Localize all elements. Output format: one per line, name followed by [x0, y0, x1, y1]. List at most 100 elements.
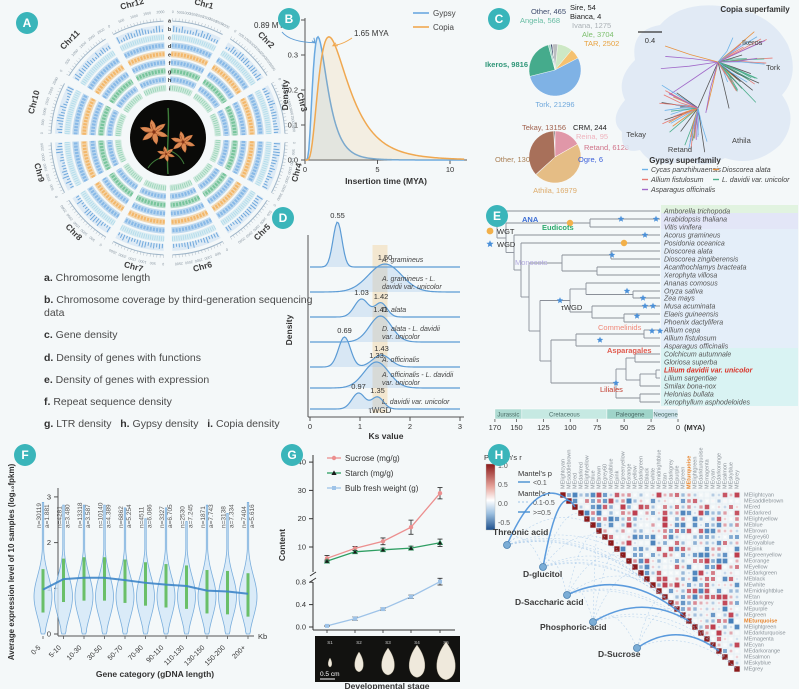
species-label: Xerophyta villosa — [663, 273, 717, 280]
bar — [210, 38, 213, 42]
chr-tick-label: 1500 — [249, 41, 258, 49]
tick — [111, 241, 114, 245]
ring-texture — [220, 190, 256, 226]
tree-trunk — [697, 61, 719, 109]
heatmap-cell — [699, 595, 703, 599]
bar — [246, 64, 250, 68]
heatmap-cell — [586, 506, 588, 508]
tick — [101, 235, 104, 238]
bulb-photo — [354, 651, 364, 673]
density-fill — [305, 36, 465, 160]
heatmap-cell — [704, 558, 710, 564]
tick — [87, 225, 91, 228]
y-axis-label: Content — [277, 529, 287, 561]
heatmap-cell — [717, 535, 721, 539]
lily-stamen — [153, 131, 162, 138]
heatmap-cell — [728, 576, 734, 582]
heatmap-cell — [723, 511, 727, 515]
ring-texture — [124, 218, 165, 233]
heatmap-cell — [705, 541, 709, 545]
heatmap-cell — [704, 528, 710, 534]
heatmap-cell — [591, 517, 595, 521]
bar — [67, 92, 72, 96]
circos-legend: a. Chromosome length b. Chromosome covera… — [44, 272, 316, 440]
module-row-label: MEbrown — [744, 529, 767, 535]
heatmap-cell — [698, 588, 704, 594]
tick — [50, 161, 54, 163]
mantel-solid-link — [636, 634, 720, 652]
bar — [119, 233, 123, 239]
lily-stem — [166, 107, 170, 175]
tick — [50, 113, 54, 115]
heatmap-cell — [699, 607, 703, 611]
panel-d: D 0 1 2 3 Ks value Density τWGD 0.55 A. gramineu… — [230, 195, 475, 441]
heatmap-cell — [717, 547, 721, 551]
ring-texture — [82, 141, 96, 179]
heatmap-cell — [681, 493, 685, 497]
tick — [95, 231, 98, 234]
pie-slice — [547, 44, 556, 71]
track-letter: c — [168, 36, 171, 42]
heatmap-cell — [728, 660, 734, 666]
species-label: Helonias bullata — [664, 392, 714, 399]
chr-tick-label: 2500 — [237, 236, 246, 244]
bar — [262, 185, 268, 189]
heatmap-cell — [716, 630, 722, 636]
panel-c-badge: C — [488, 8, 510, 30]
species-legend-label: L. davidii var. unicolor — [722, 177, 790, 184]
wgt-circle — [486, 227, 494, 235]
median-trend-line — [42, 576, 249, 595]
chr-tick-label: 2000 — [185, 260, 194, 265]
marker — [438, 579, 442, 584]
bar — [84, 206, 88, 210]
heatmap-cell — [651, 493, 655, 497]
heatmap-cell — [704, 594, 710, 600]
ring-texture — [143, 85, 167, 96]
heatmap-cell — [645, 511, 649, 515]
heatmap-cell — [698, 528, 704, 534]
heatmap-cell — [705, 619, 709, 623]
ridge-species: L. davidii var. unicolor — [382, 399, 450, 406]
heatmap-cell — [663, 541, 667, 545]
ring-texture — [248, 94, 263, 135]
chr-tick-label: 3000 — [264, 57, 272, 66]
wgd-star — [623, 287, 631, 294]
ring-texture — [80, 190, 116, 226]
bar — [192, 240, 195, 248]
heatmap-cell — [633, 541, 637, 545]
heatmap-cell — [699, 505, 703, 509]
tree-branch — [706, 61, 719, 110]
heatmap-cell — [694, 620, 696, 622]
heatmap-cell — [730, 548, 732, 550]
heatmap-cell — [662, 552, 668, 558]
bar — [136, 239, 139, 244]
bar — [82, 65, 88, 70]
tick — [230, 36, 233, 40]
bar — [232, 49, 237, 55]
heatmap-cell — [567, 493, 571, 497]
lily-stamen — [165, 153, 171, 158]
bar — [234, 220, 238, 225]
heatmap-cell — [663, 535, 667, 539]
bar — [65, 101, 69, 104]
chr-tick-label: 3000 — [276, 192, 283, 201]
heatmap-cell — [669, 583, 673, 587]
tree-branch — [717, 58, 765, 63]
tick — [60, 84, 64, 87]
lily-stamen — [182, 141, 190, 147]
heatmap-cell — [693, 535, 697, 539]
wgd-star — [649, 302, 657, 309]
heatmap-cell — [734, 552, 740, 558]
bar — [236, 218, 242, 224]
heatmap-cell — [632, 564, 638, 570]
clade-label: Asparagales — [607, 346, 652, 355]
species-label: Zea mays — [663, 296, 695, 303]
tick — [56, 180, 60, 182]
heatmap-cell — [712, 506, 714, 508]
pie-slice — [528, 130, 556, 175]
heatmap-cell — [633, 517, 637, 521]
heatmap-cell — [681, 607, 685, 611]
bar — [141, 240, 144, 248]
tree-branch — [676, 92, 699, 109]
violin-a: a=5.616 — [249, 504, 256, 528]
